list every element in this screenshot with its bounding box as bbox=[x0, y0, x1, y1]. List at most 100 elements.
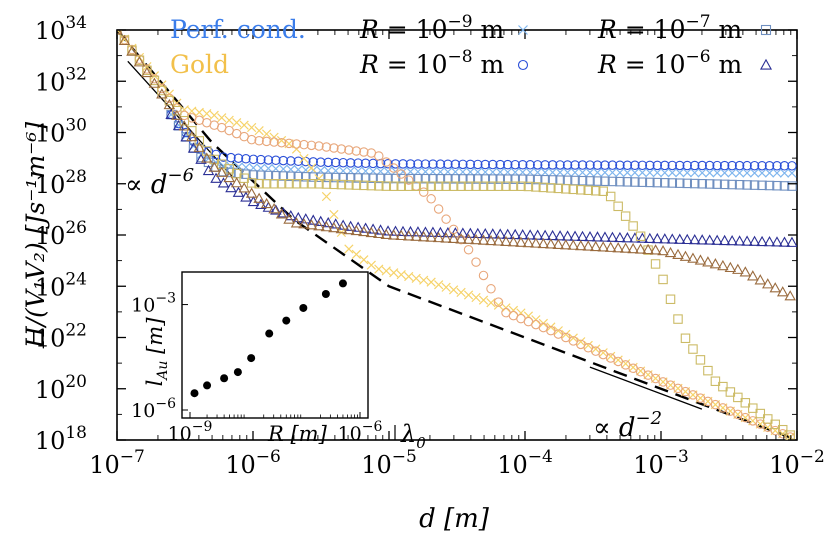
data-point bbox=[375, 173, 386, 184]
data-point bbox=[537, 237, 550, 249]
data-point bbox=[241, 154, 251, 164]
data-point bbox=[202, 164, 215, 176]
legend: Perf. cond. Gold R = 10−9 mR = 10−8 m R =… bbox=[170, 12, 773, 79]
data-point bbox=[732, 263, 744, 274]
annotation-d-minus-2: ∝ d−2 bbox=[593, 408, 662, 443]
data-point bbox=[374, 181, 384, 191]
data-point bbox=[585, 176, 595, 186]
data-point bbox=[659, 233, 671, 244]
data-point bbox=[583, 340, 593, 350]
data-point bbox=[336, 179, 347, 190]
data-point bbox=[762, 278, 774, 289]
data-point bbox=[157, 85, 167, 96]
data-point bbox=[223, 171, 235, 183]
data-point bbox=[336, 144, 347, 154]
inset-data-point bbox=[190, 389, 199, 398]
data-point bbox=[560, 239, 572, 250]
data-point bbox=[532, 160, 543, 170]
data-point bbox=[600, 176, 610, 187]
data-point bbox=[507, 236, 520, 247]
inset-y-axis-title: lAu [m] bbox=[143, 317, 171, 387]
data-point bbox=[441, 181, 451, 191]
data-point bbox=[330, 172, 341, 183]
data-point bbox=[570, 167, 580, 178]
data-point bbox=[652, 168, 662, 178]
data-point bbox=[712, 160, 722, 171]
data-point bbox=[465, 174, 476, 184]
x-tick-label-4: 10−3 bbox=[633, 447, 689, 479]
legend-radius-0: R = 10−9 m bbox=[359, 12, 504, 44]
data-point bbox=[739, 266, 752, 277]
data-point bbox=[411, 181, 421, 191]
data-point bbox=[649, 244, 662, 255]
data-point bbox=[381, 266, 391, 276]
data-point bbox=[314, 179, 324, 189]
data-point bbox=[517, 174, 528, 184]
data-point bbox=[697, 168, 707, 178]
data-point bbox=[779, 161, 790, 171]
legend-marker-circle bbox=[517, 59, 529, 71]
data-point bbox=[538, 182, 549, 193]
data-point bbox=[443, 159, 453, 169]
data-point bbox=[381, 181, 392, 191]
data-point bbox=[757, 168, 767, 178]
data-point bbox=[164, 95, 175, 106]
data-point bbox=[787, 181, 797, 191]
data-point bbox=[763, 236, 776, 247]
data-point bbox=[717, 259, 729, 271]
data-point bbox=[606, 351, 616, 361]
data-point bbox=[433, 204, 444, 214]
data-point bbox=[306, 140, 317, 151]
data-point bbox=[202, 109, 212, 119]
data-point bbox=[419, 275, 429, 285]
data-point bbox=[515, 236, 527, 247]
data-point bbox=[351, 146, 362, 156]
data-point bbox=[470, 234, 482, 245]
data-point bbox=[674, 233, 686, 244]
data-point bbox=[516, 181, 526, 191]
data-point bbox=[742, 180, 752, 190]
data-point bbox=[530, 237, 542, 248]
data-point bbox=[757, 160, 767, 171]
data-point bbox=[742, 168, 752, 178]
data-point bbox=[344, 244, 354, 254]
data-point bbox=[712, 179, 722, 189]
data-point bbox=[733, 235, 746, 246]
data-point bbox=[645, 168, 655, 178]
x-tick-label-1: 10−6 bbox=[225, 447, 281, 479]
data-point bbox=[585, 167, 595, 178]
data-point bbox=[749, 180, 760, 190]
data-point bbox=[590, 186, 601, 196]
data-point bbox=[630, 177, 640, 187]
data-point bbox=[256, 154, 266, 165]
data-point bbox=[703, 234, 716, 245]
data-point bbox=[351, 180, 362, 190]
data-point bbox=[570, 160, 580, 170]
annotation-d-minus-6: ∝ d−6 bbox=[125, 165, 194, 200]
data-point bbox=[614, 231, 626, 243]
data-point bbox=[495, 174, 505, 184]
data-point bbox=[365, 226, 378, 238]
data-point bbox=[435, 159, 446, 169]
data-point bbox=[627, 242, 639, 254]
data-point bbox=[597, 241, 609, 252]
data-point bbox=[702, 256, 714, 267]
data-point bbox=[133, 56, 146, 67]
data-point bbox=[293, 171, 304, 182]
data-point bbox=[532, 174, 543, 185]
data-point bbox=[523, 181, 534, 192]
data-point bbox=[134, 55, 145, 65]
data-point bbox=[709, 258, 722, 269]
data-point bbox=[179, 115, 190, 126]
data-point bbox=[682, 160, 692, 171]
data-point bbox=[478, 181, 489, 191]
data-point bbox=[637, 177, 648, 187]
data-point bbox=[592, 167, 603, 178]
data-point bbox=[440, 232, 452, 243]
data-point bbox=[299, 153, 309, 164]
data-point bbox=[562, 167, 573, 178]
y-tick-label-8: 1034 bbox=[35, 13, 87, 45]
inset-x-tick-label-1: 10−6 bbox=[338, 419, 383, 445]
data-point bbox=[323, 157, 333, 168]
data-point bbox=[380, 228, 393, 239]
